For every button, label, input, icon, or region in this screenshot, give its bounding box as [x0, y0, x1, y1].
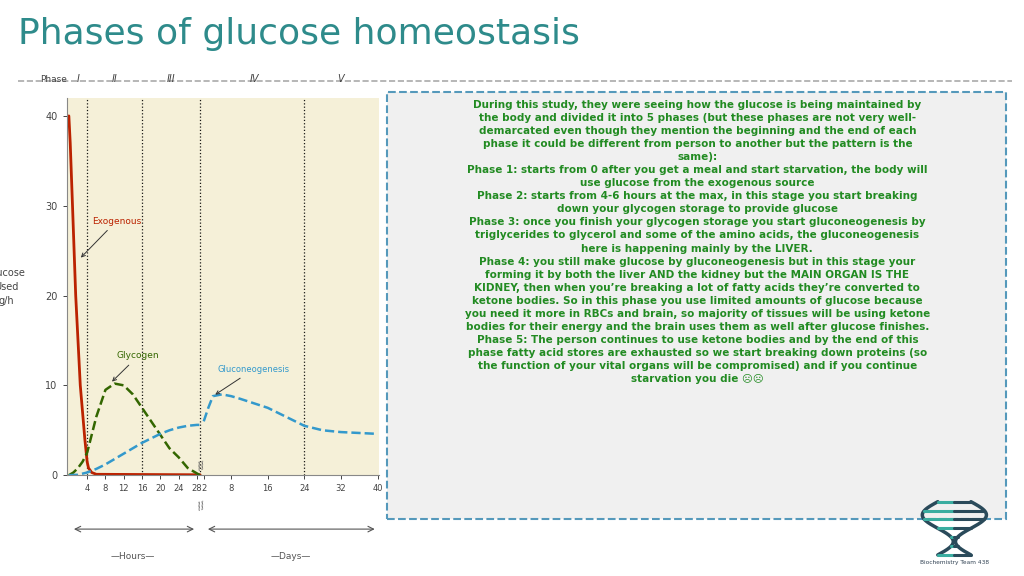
Y-axis label: Glucose
Used
g/h: Glucose Used g/h	[0, 268, 26, 305]
Text: —Hours—: —Hours—	[111, 552, 155, 560]
Text: Phase: Phase	[41, 75, 68, 85]
FancyBboxPatch shape	[387, 92, 1007, 519]
Text: Glycogen: Glycogen	[113, 351, 160, 381]
Text: Gluconeogenesis: Gluconeogenesis	[216, 365, 290, 394]
Text: —Days—: —Days—	[270, 552, 311, 560]
Text: Phases of glucose homeostasis: Phases of glucose homeostasis	[18, 17, 581, 51]
Text: //: //	[197, 461, 206, 472]
Text: III: III	[167, 74, 175, 85]
Text: Exogenous: Exogenous	[82, 217, 141, 257]
Text: //: //	[197, 501, 206, 512]
Text: I: I	[77, 74, 80, 85]
Text: V: V	[338, 74, 344, 85]
Text: During this study, they were seeing how the glucose is being maintained by
the b: During this study, they were seeing how …	[465, 100, 930, 384]
Text: II: II	[112, 74, 118, 85]
Text: Biochemistry Team 438: Biochemistry Team 438	[920, 560, 989, 565]
Text: IV: IV	[249, 74, 259, 85]
